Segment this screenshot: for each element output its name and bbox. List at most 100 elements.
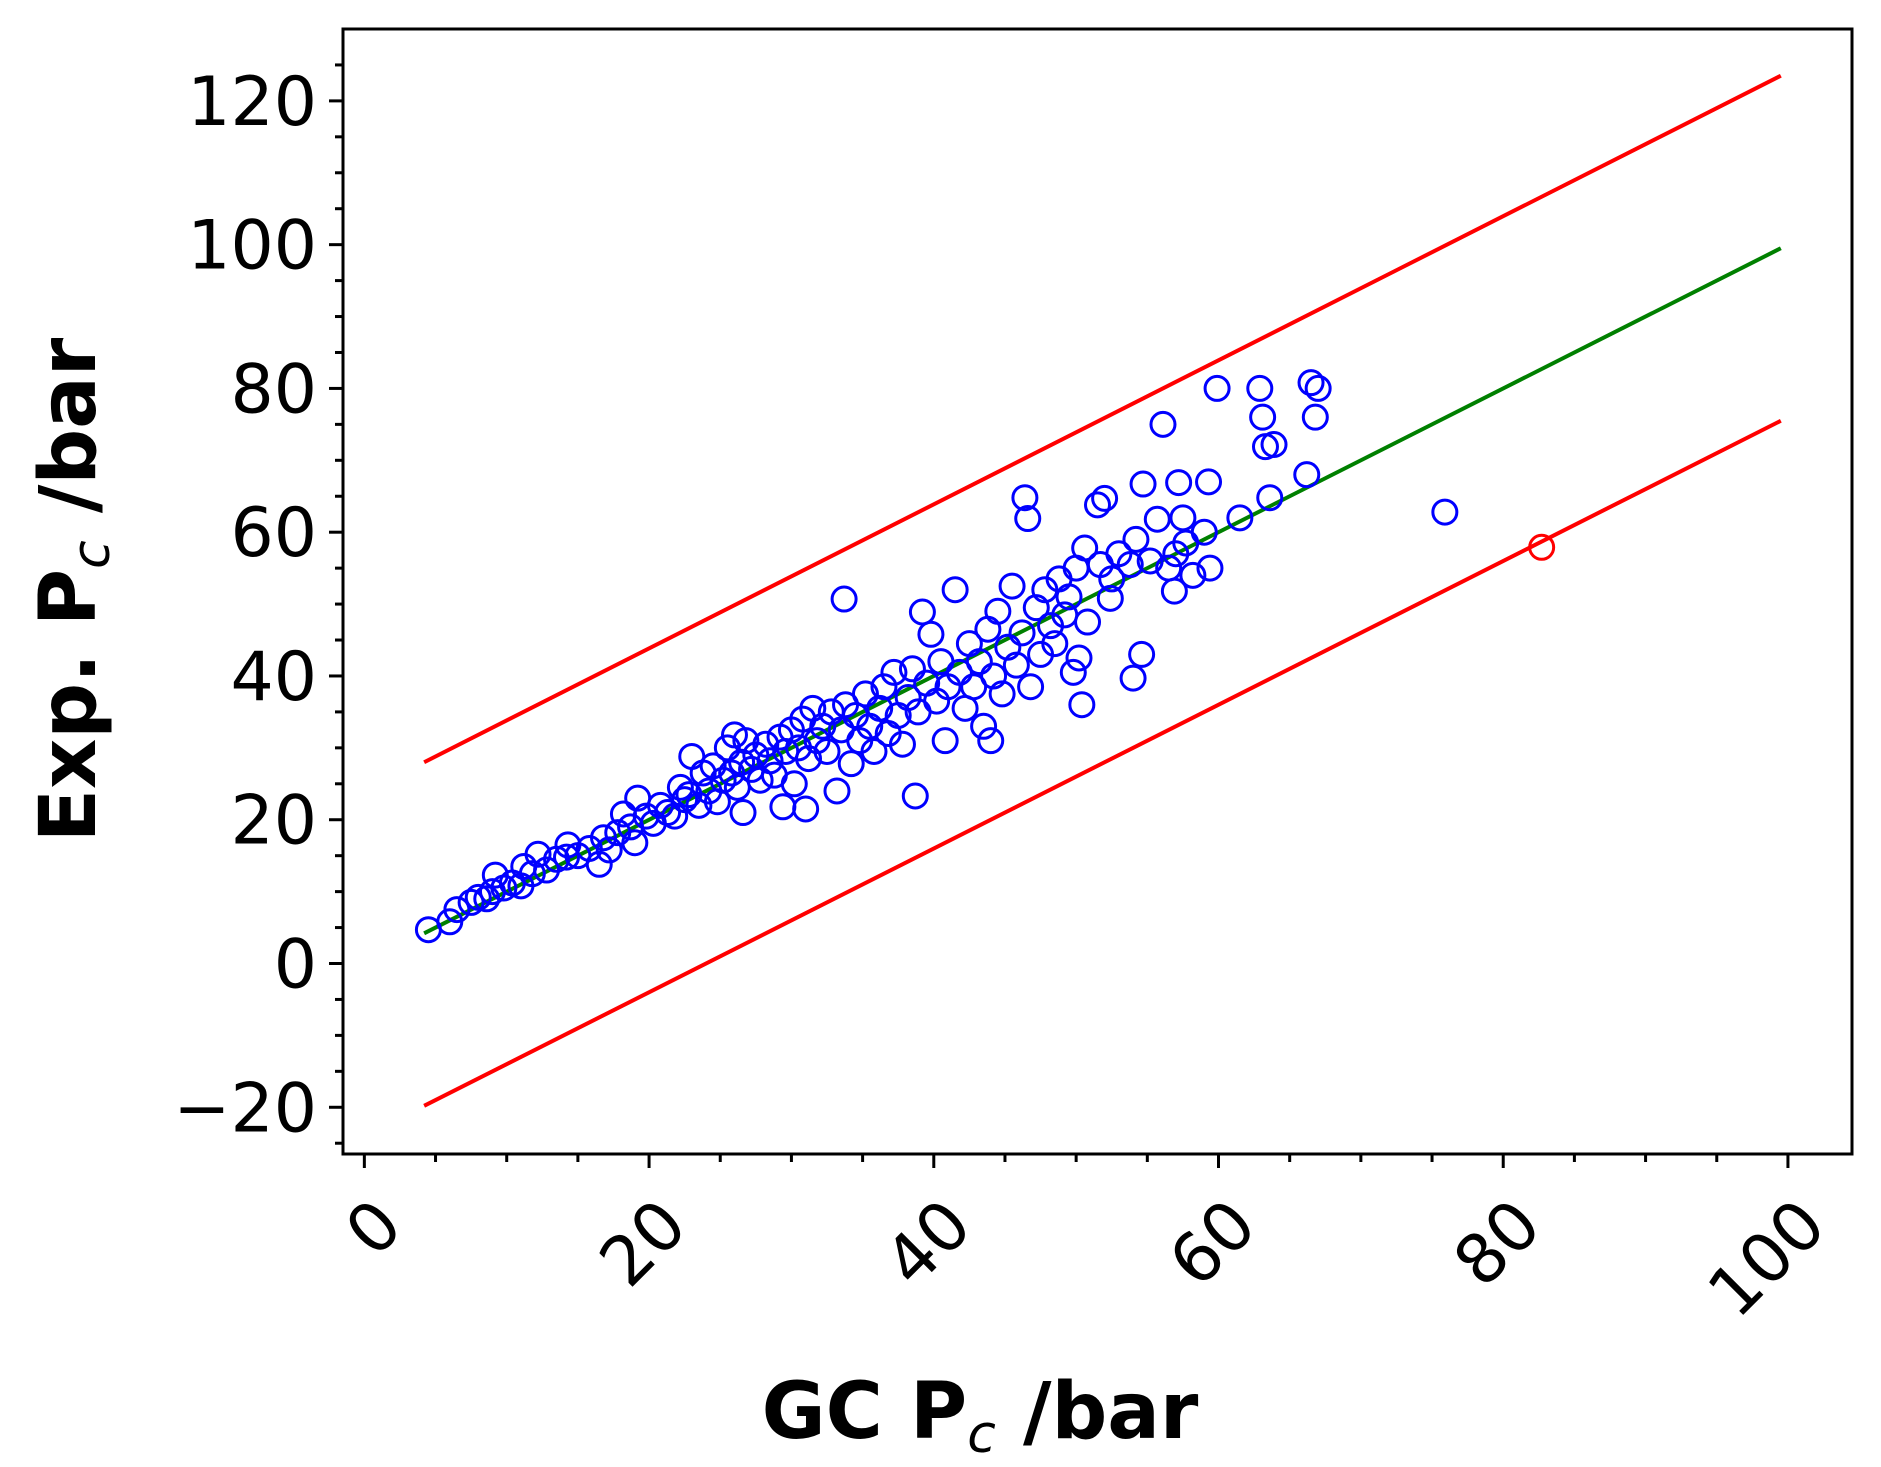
data-point — [1084, 491, 1111, 519]
x-tick-label: 40 — [870, 1185, 987, 1302]
data-point — [1128, 640, 1156, 668]
data-point — [1011, 484, 1039, 512]
data-point — [553, 843, 581, 871]
axes-frame — [341, 27, 1854, 1156]
data-point — [965, 648, 993, 676]
data-point — [1116, 551, 1144, 579]
data-point — [860, 737, 888, 765]
data-point — [524, 840, 552, 868]
data-point — [1190, 518, 1218, 546]
data-point — [927, 648, 955, 676]
data-point — [1179, 561, 1207, 589]
x-axis: 0 20 40 60 80 100 — [331, 1154, 1841, 1333]
data-point — [699, 752, 727, 780]
data-point — [729, 799, 757, 827]
data-point — [988, 680, 1016, 708]
data-point — [1071, 534, 1099, 562]
data-point — [1260, 430, 1288, 458]
data-point — [1196, 554, 1224, 582]
data-point — [457, 888, 485, 916]
data-point — [1008, 619, 1036, 647]
x-tick-label: 20 — [585, 1185, 702, 1302]
data-point — [671, 786, 699, 814]
data-point — [851, 680, 879, 708]
data-point — [998, 572, 1026, 600]
data-point — [590, 824, 618, 852]
data-point — [974, 615, 1002, 643]
x-tick-label: 60 — [1155, 1185, 1272, 1302]
data-point — [518, 860, 546, 888]
y-tick-label: 80 — [230, 350, 317, 429]
data-point — [709, 766, 737, 794]
y-tick-label: 40 — [230, 638, 317, 717]
data-point — [1002, 651, 1030, 679]
data-point — [830, 585, 858, 613]
data-point — [1297, 369, 1325, 397]
data-point — [1226, 504, 1254, 532]
data-point — [1122, 525, 1150, 553]
y-tick-label: 100 — [187, 207, 317, 286]
data-point — [792, 795, 820, 823]
data-point — [1203, 374, 1231, 402]
data-point — [1165, 469, 1193, 497]
data-point — [713, 734, 741, 762]
data-point — [994, 633, 1022, 661]
data-point — [894, 684, 922, 712]
y-tick-label: 20 — [230, 782, 317, 861]
y-tick-label: 60 — [230, 494, 317, 573]
y-tick-label: 120 — [187, 63, 317, 142]
data-point — [1143, 505, 1171, 533]
data-point — [1041, 630, 1069, 658]
data-point — [780, 770, 808, 798]
data-point — [1091, 484, 1119, 512]
data-point — [984, 597, 1012, 625]
data-point — [1160, 577, 1188, 605]
data-point — [666, 773, 694, 801]
data-point — [1169, 504, 1197, 532]
data-point — [1304, 374, 1332, 402]
data-point — [685, 791, 713, 819]
data-point — [769, 793, 797, 821]
data-point — [1249, 403, 1277, 431]
data-point — [1096, 584, 1124, 612]
lower-bound-line — [423, 418, 1782, 1108]
data-point — [1246, 374, 1274, 402]
data-point — [1055, 583, 1083, 611]
data-point — [1017, 673, 1045, 701]
data-point — [931, 727, 959, 755]
data-point — [898, 655, 926, 683]
outlier-data-point — [1528, 533, 1556, 561]
x-tick-label: 80 — [1439, 1185, 1556, 1302]
data-point — [1301, 403, 1329, 431]
data-point — [970, 712, 998, 740]
y-axis-title: Exp. Pc /bar — [24, 337, 122, 842]
data-point — [917, 620, 945, 648]
x-tick-label: 100 — [1693, 1185, 1841, 1333]
data-point — [870, 673, 898, 701]
data-point — [1098, 565, 1126, 593]
data-point — [837, 750, 865, 778]
data-point — [1431, 498, 1459, 526]
data-point — [1068, 691, 1096, 719]
y-tick-label: 0 — [274, 926, 317, 1005]
data-point — [941, 576, 969, 604]
data-point — [1256, 484, 1284, 512]
data-point — [1293, 461, 1321, 489]
upper-bound-line — [423, 73, 1782, 765]
data-point — [908, 598, 936, 626]
data-point — [1136, 547, 1164, 575]
data-point — [585, 850, 613, 878]
data-point — [621, 829, 649, 857]
data-point — [732, 727, 760, 755]
data-point — [1065, 644, 1093, 672]
data-point — [595, 836, 623, 864]
data-point — [464, 883, 492, 911]
data-point — [813, 737, 841, 765]
data-point — [795, 745, 823, 773]
y-tick-label: −20 — [173, 1069, 317, 1148]
data-point — [1195, 468, 1223, 496]
x-axis-title: GC Pc /bar — [762, 1367, 1199, 1465]
data-point — [1119, 664, 1147, 692]
data-point — [1074, 608, 1102, 636]
